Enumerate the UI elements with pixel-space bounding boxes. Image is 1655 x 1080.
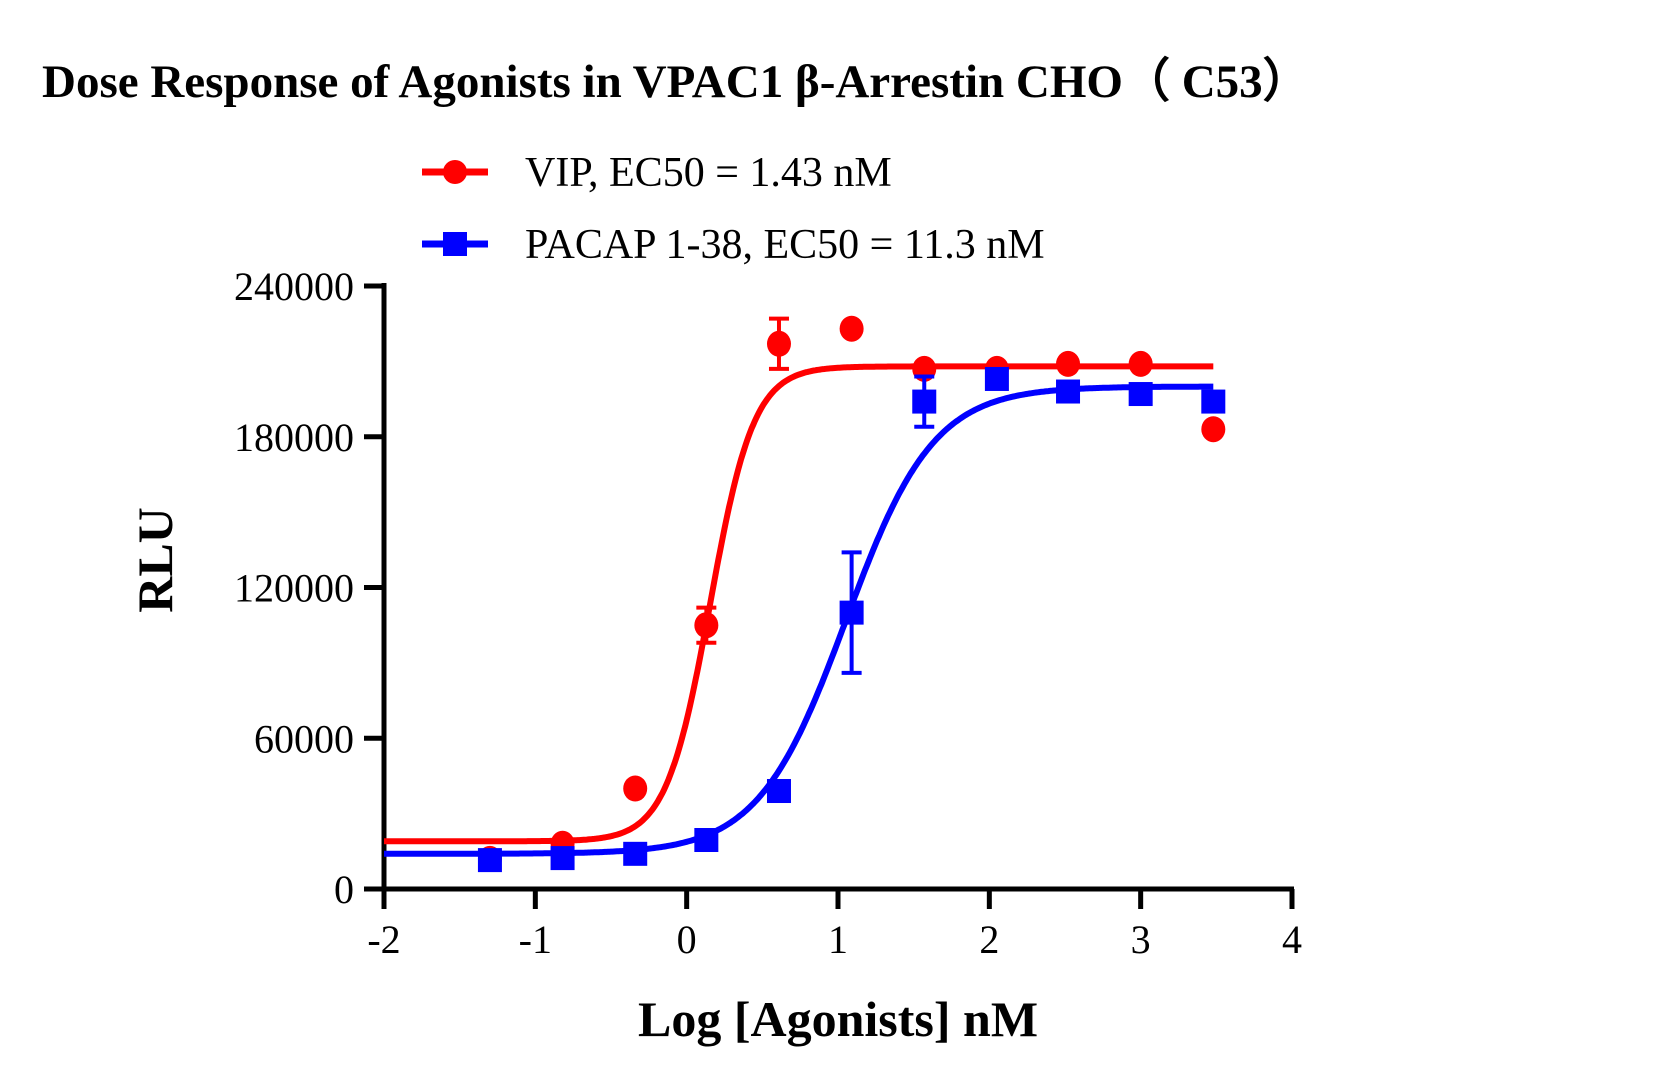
data-point	[1128, 382, 1153, 407]
x-tick-label: 0	[677, 917, 697, 962]
data-point	[1056, 379, 1081, 404]
data-point	[766, 330, 791, 357]
x-tick-label: -2	[367, 917, 400, 962]
y-tick-label: 60000	[254, 716, 354, 761]
data-point	[839, 600, 864, 625]
x-tick-label: -1	[519, 917, 552, 962]
data-point	[550, 846, 575, 871]
y-tick-label: 120000	[234, 566, 354, 611]
data-point	[766, 779, 791, 804]
legend: VIP, EC50 = 1.43 nM PACAP 1-38, EC50 = 11…	[422, 150, 1045, 268]
y-axis-label: RLU	[127, 507, 183, 613]
legend-marker	[443, 232, 467, 256]
y-tick-label: 180000	[234, 415, 354, 460]
x-tick-label: 4	[1282, 917, 1302, 962]
data-point	[694, 828, 719, 853]
data-point	[839, 315, 864, 342]
data-point	[1128, 350, 1153, 377]
plot-area	[384, 315, 1226, 873]
x-axis-label: Log [Agonists] nM	[638, 991, 1038, 1047]
chart-title: Dose Response of Agonists in VPAC1 β-Arr…	[42, 56, 1310, 108]
y-tick-label: 0	[334, 867, 354, 912]
fit-curve	[384, 363, 1214, 845]
legend-label: PACAP 1-38, EC50 = 11.3 nM	[525, 222, 1045, 268]
data-point	[1201, 389, 1226, 414]
data-point	[1201, 416, 1226, 443]
fit-curve	[384, 383, 1214, 857]
data-point	[984, 366, 1009, 391]
data-point	[1056, 350, 1081, 377]
data-point	[477, 848, 502, 873]
data-point	[694, 612, 719, 639]
series-0	[384, 315, 1226, 872]
axes: -2 -1 0 1 2 3 4 0 60000 120000 180000 240000	[234, 264, 1302, 962]
series-1	[384, 366, 1226, 873]
data-point	[623, 841, 648, 866]
x-tick-label: 1	[828, 917, 848, 962]
legend-label: VIP, EC50 = 1.43 nM	[525, 150, 892, 196]
data-point	[623, 775, 648, 802]
y-tick-label: 240000	[234, 264, 354, 309]
data-point	[912, 389, 937, 414]
legend-marker	[443, 160, 467, 184]
x-tick-label: 3	[1131, 917, 1151, 962]
x-tick-label: 2	[979, 917, 999, 962]
